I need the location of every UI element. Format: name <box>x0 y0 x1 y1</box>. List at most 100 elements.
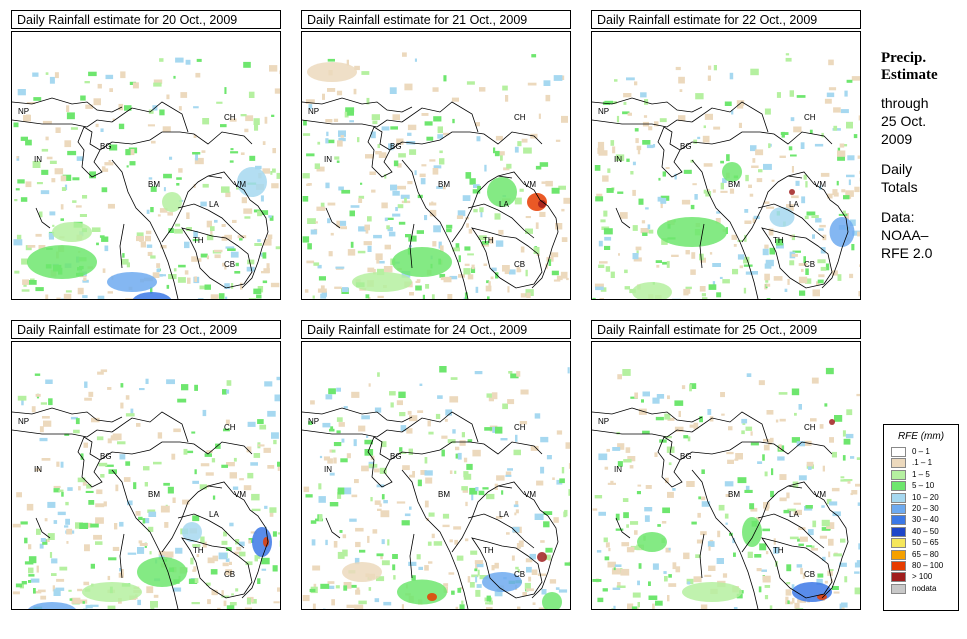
rain-cell <box>328 139 335 144</box>
rain-cell <box>398 451 407 454</box>
rain-cell <box>331 449 336 453</box>
rain-cell <box>642 140 651 145</box>
rain-cell <box>66 528 73 535</box>
rain-cell <box>505 95 509 102</box>
country-border <box>302 407 413 423</box>
rain-cell <box>623 101 627 105</box>
rain-cell <box>342 287 349 292</box>
country-border <box>409 533 415 579</box>
rain-cell <box>474 560 483 564</box>
rain-cell <box>90 523 99 528</box>
rain-cell <box>622 369 631 376</box>
rain-cell <box>83 277 87 281</box>
rain-cell <box>475 122 480 127</box>
rain-cell <box>338 422 345 427</box>
rain-cell <box>307 243 312 250</box>
rain-cell <box>107 575 111 581</box>
rain-cell <box>349 210 355 217</box>
rain-cell <box>592 579 602 582</box>
rain-cell <box>433 225 441 233</box>
rain-cell <box>829 569 834 571</box>
rain-cell <box>517 569 520 573</box>
rain-cell <box>837 147 841 151</box>
rain-cell <box>263 238 272 246</box>
rain-cell <box>524 582 531 590</box>
country-label: BG <box>680 452 692 461</box>
rain-cell <box>531 54 537 58</box>
rain-cell <box>346 604 356 608</box>
rain-cell <box>801 196 806 204</box>
rain-cell <box>634 392 638 399</box>
rain-cell <box>127 500 133 506</box>
rain-cell <box>162 126 171 132</box>
panel-title: Daily Rainfall estimate for 22 Oct., 200… <box>591 10 861 29</box>
rain-cell <box>273 601 280 604</box>
rain-cell <box>520 389 529 395</box>
rain-cell <box>424 215 428 221</box>
rain-cell <box>315 221 318 224</box>
rain-cell <box>177 277 186 283</box>
rain-cell <box>500 438 508 441</box>
rain-cell <box>302 236 310 243</box>
rain-cell <box>459 440 466 446</box>
rain-cell <box>431 533 435 539</box>
rain-cell <box>726 451 734 455</box>
rain-cell <box>733 607 738 609</box>
rain-cell <box>52 224 55 227</box>
rain-cell <box>459 604 465 609</box>
rain-cell <box>709 252 713 255</box>
rain-cell <box>660 201 663 209</box>
rain-cell <box>722 279 730 284</box>
rain-cell <box>217 607 221 609</box>
rain-cell <box>604 245 611 250</box>
rain-cell <box>560 271 568 279</box>
rain-cell <box>756 568 762 572</box>
rain-cell <box>725 494 731 497</box>
rain-cell <box>764 595 769 600</box>
rain-cell <box>612 146 616 154</box>
rain-cell <box>150 286 153 294</box>
rain-cell <box>525 269 528 277</box>
rain-cell <box>176 177 182 180</box>
rain-cell <box>28 567 34 574</box>
rain-cell <box>191 602 200 605</box>
rain-cell <box>353 439 357 447</box>
rain-cell <box>832 189 838 195</box>
rain-cell <box>756 178 763 183</box>
rain-cell <box>146 209 150 214</box>
legend-label: 20 – 30 <box>912 503 939 513</box>
rain-cell <box>15 583 23 588</box>
rain-cell <box>49 211 56 216</box>
rain-cell <box>119 454 126 460</box>
rain-cell <box>193 566 197 572</box>
country-label: BM <box>438 490 450 499</box>
country-border <box>77 436 103 488</box>
rain-cell <box>852 230 860 236</box>
rain-cell <box>833 107 841 113</box>
rain-cell <box>482 487 489 490</box>
rain-cell <box>84 544 90 552</box>
rain-cell <box>259 424 267 430</box>
country-label: TH <box>483 236 494 245</box>
rain-cell <box>327 458 333 464</box>
rain-cell <box>364 439 373 445</box>
rain-cell <box>626 524 629 528</box>
rain-cell <box>417 479 422 487</box>
country-label: VM <box>234 490 246 499</box>
rain-cell <box>701 293 706 297</box>
rain-cell <box>159 274 163 277</box>
rain-cell <box>398 221 406 225</box>
rain-cell <box>96 436 104 441</box>
rain-cell <box>515 434 518 442</box>
rain-cell <box>83 442 88 448</box>
rain-cell <box>458 274 465 278</box>
rain-cell <box>641 220 646 224</box>
rain-cell <box>320 293 327 299</box>
rain-cell <box>318 276 326 281</box>
rain-cell <box>471 264 475 270</box>
rain-cell <box>637 602 640 608</box>
rain-cell <box>603 537 608 543</box>
rain-cell <box>762 454 765 461</box>
rain-cell <box>346 453 351 459</box>
rain-cell <box>46 539 50 542</box>
